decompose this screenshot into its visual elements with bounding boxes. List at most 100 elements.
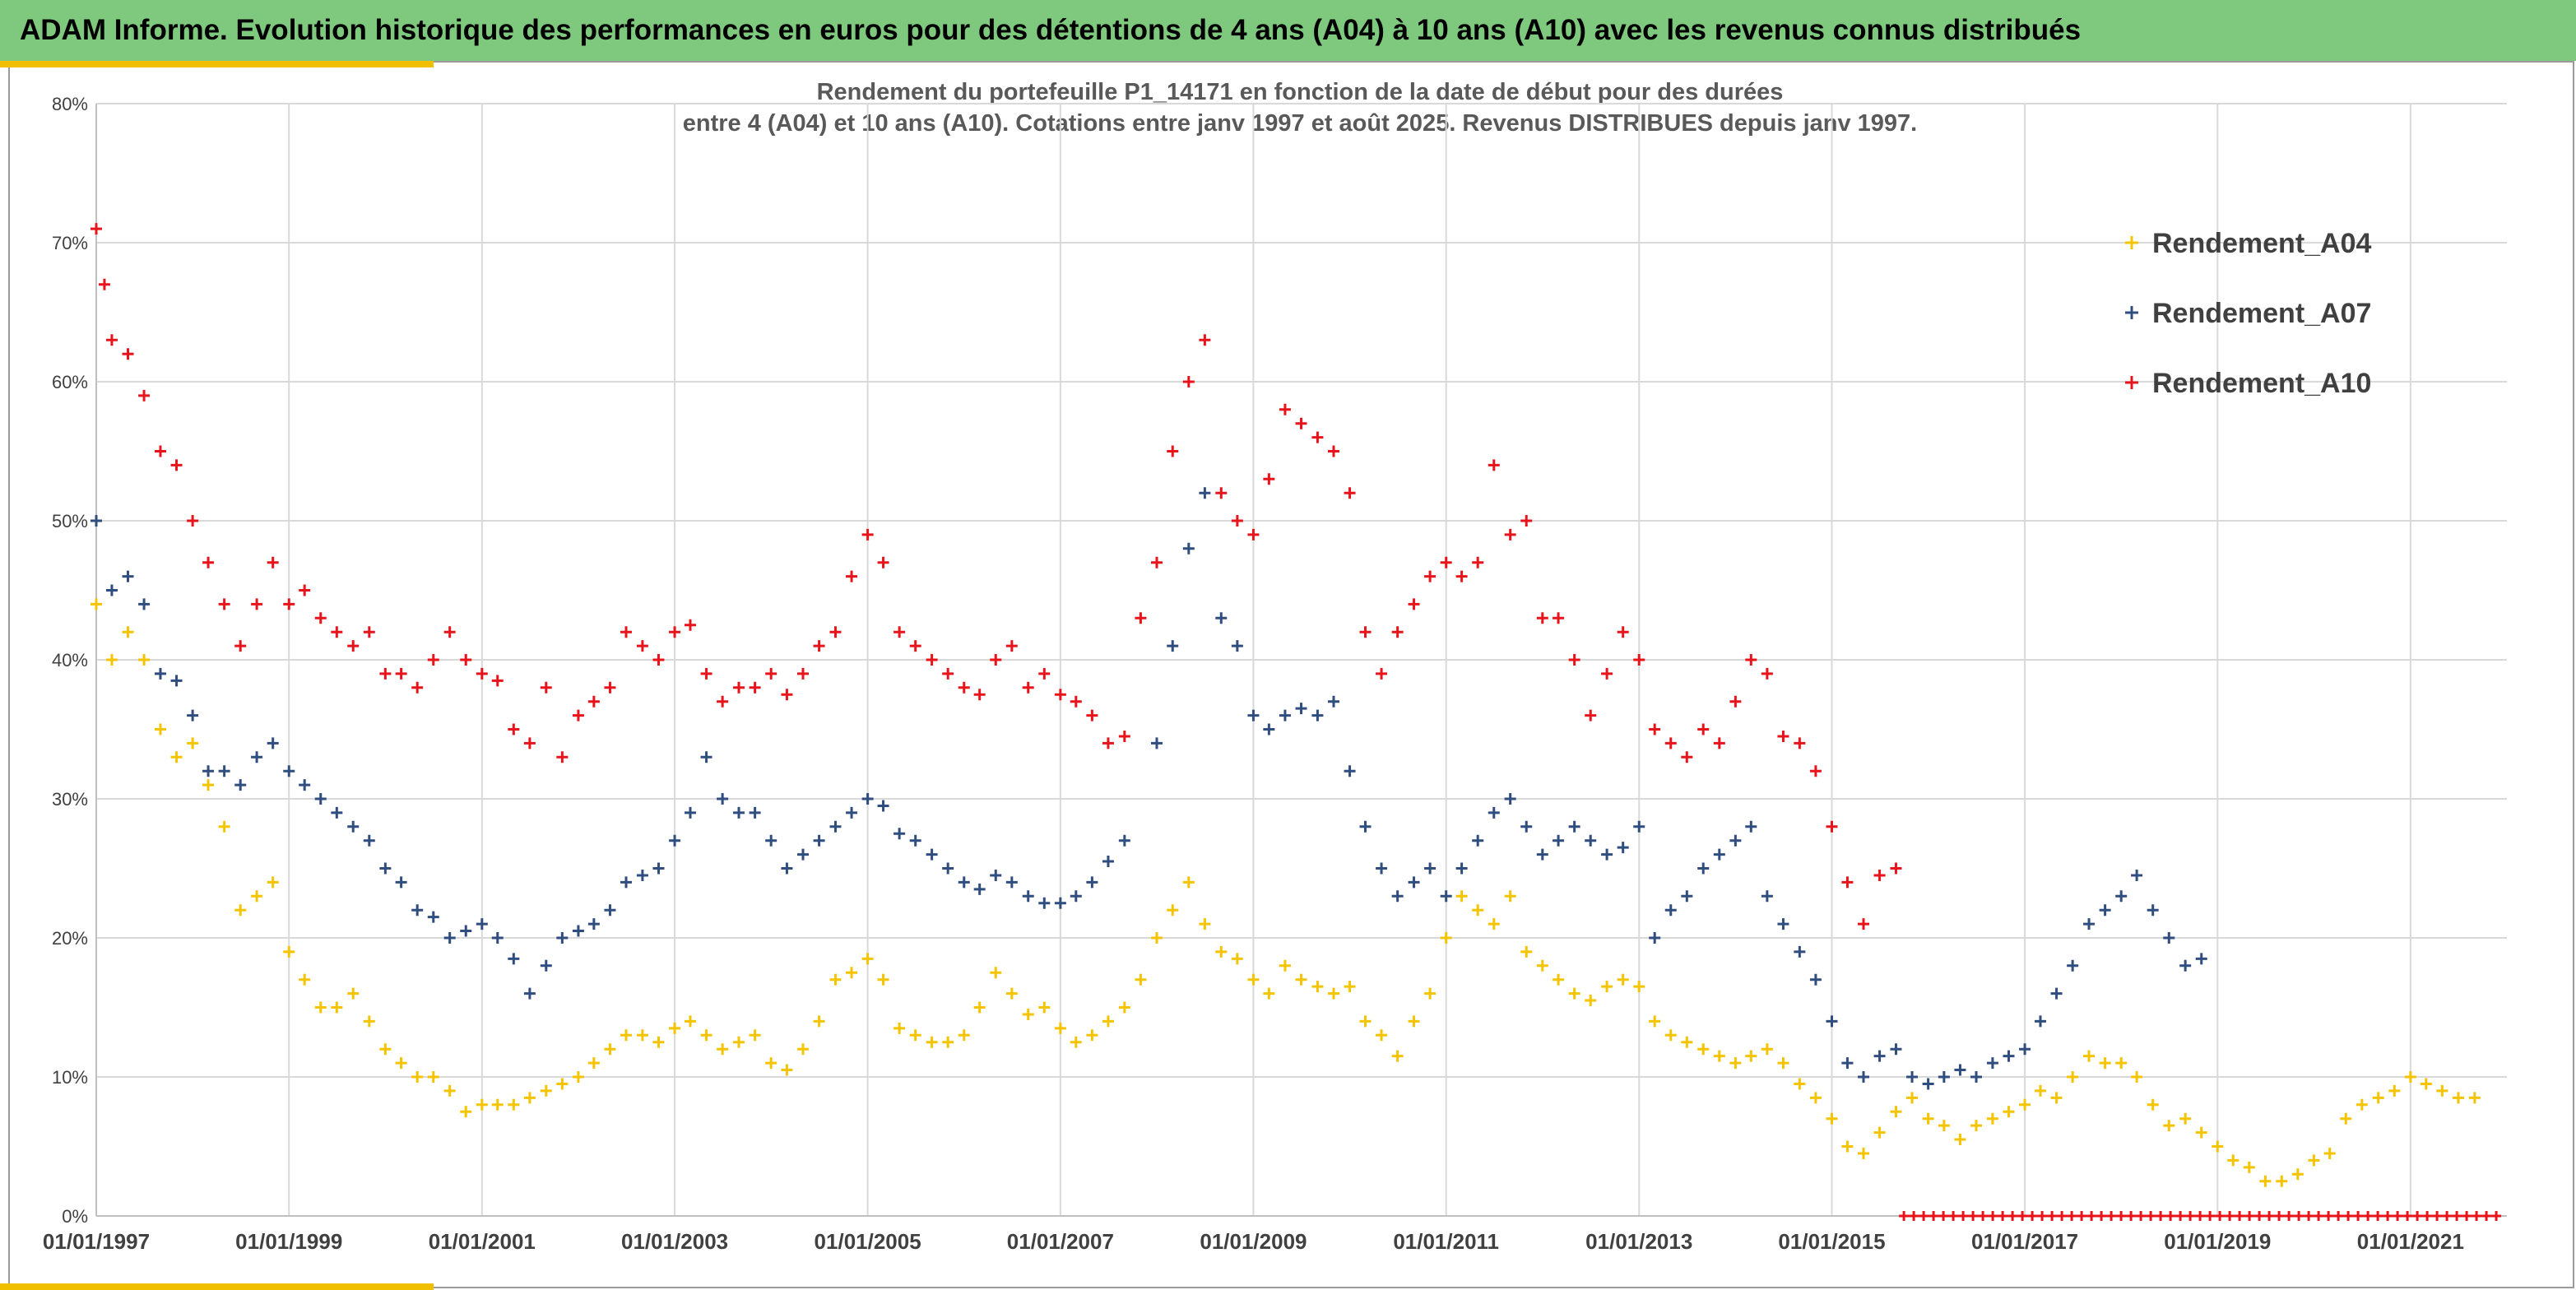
data-point — [1086, 709, 1098, 722]
baseline-point — [2086, 1211, 2097, 1221]
baseline-point — [2353, 1211, 2364, 1221]
data-point — [2291, 1168, 2304, 1181]
data-point — [1199, 334, 1211, 346]
data-point — [1263, 473, 1275, 485]
data-point — [154, 445, 166, 457]
accent-bar-top — [0, 61, 434, 67]
data-point — [2372, 1092, 2384, 1104]
data-point — [765, 667, 777, 680]
data-point — [540, 1084, 552, 1097]
data-point — [829, 820, 842, 833]
data-point — [733, 806, 745, 819]
data-point — [733, 681, 745, 694]
baseline-point — [2057, 1211, 2068, 1221]
data-point — [1520, 820, 1533, 833]
baseline-point — [1958, 1211, 1969, 1221]
data-point — [797, 848, 810, 861]
x-tick-label: 01/01/2019 — [2164, 1229, 2271, 1254]
data-point — [765, 834, 777, 847]
baseline-point — [1988, 1211, 1998, 1221]
data-point — [781, 689, 793, 701]
data-point — [1970, 1120, 1983, 1132]
baseline-point — [2126, 1211, 2137, 1221]
y-tick-label: 20% — [52, 928, 88, 949]
data-point — [669, 626, 681, 638]
data-point — [604, 904, 616, 916]
data-point — [1826, 1015, 1838, 1028]
baseline-point — [2294, 1211, 2304, 1221]
data-point — [829, 626, 842, 638]
data-point — [2035, 1015, 2046, 1028]
data-point — [572, 1071, 584, 1083]
x-tick-label: 01/01/2017 — [1971, 1229, 2078, 1254]
data-point — [1150, 737, 1163, 749]
data-point — [700, 1029, 712, 1042]
data-point — [652, 862, 665, 875]
data-point — [2212, 1140, 2224, 1153]
data-point — [1697, 723, 1710, 735]
chart-frame — [8, 61, 2574, 1288]
y-tick-label: 60% — [52, 372, 88, 392]
data-point — [1247, 709, 1260, 722]
x-tick-label: 01/01/2003 — [621, 1229, 728, 1254]
legend-item: Rendement_A07 — [2125, 298, 2371, 329]
data-point — [331, 806, 343, 819]
data-point — [909, 834, 921, 847]
data-point — [1424, 570, 1437, 582]
baseline-point — [2096, 1211, 2107, 1221]
data-point — [2163, 932, 2175, 944]
data-point — [861, 793, 874, 805]
data-point — [797, 667, 810, 680]
data-point — [460, 925, 472, 937]
data-point — [684, 1015, 696, 1028]
data-point — [1713, 848, 1725, 861]
data-point — [1070, 890, 1082, 903]
data-point — [1070, 695, 1082, 708]
data-point — [700, 751, 712, 763]
data-point — [1536, 959, 1548, 972]
baseline-point — [1909, 1211, 1919, 1221]
y-tick-label: 40% — [52, 650, 88, 671]
data-point — [1858, 918, 1869, 930]
data-point — [2019, 1098, 2031, 1111]
data-point — [1022, 890, 1034, 903]
data-point — [1359, 820, 1372, 833]
x-tick-label: 01/01/2001 — [429, 1229, 536, 1254]
data-point — [314, 793, 327, 805]
data-point — [717, 793, 729, 805]
baseline-point — [2284, 1211, 2295, 1221]
data-point — [1906, 1071, 1919, 1083]
data-point — [669, 834, 681, 847]
data-point — [2276, 1175, 2288, 1187]
x-tick-label: 01/01/2021 — [2357, 1229, 2464, 1254]
data-point — [1745, 654, 1757, 666]
baseline-point — [2363, 1211, 2374, 1221]
data-point — [154, 723, 166, 735]
data-point — [1488, 459, 1500, 471]
data-point — [411, 1071, 424, 1083]
baseline-point — [2274, 1211, 2285, 1221]
data-point — [861, 528, 874, 541]
data-point — [1568, 654, 1580, 666]
data-point — [1086, 876, 1098, 889]
data-point — [587, 695, 600, 708]
data-point — [1794, 945, 1806, 958]
data-point — [1761, 890, 1773, 903]
data-point — [1922, 1112, 1934, 1125]
y-tick-label: 50% — [52, 511, 88, 531]
data-point — [1794, 1078, 1806, 1090]
data-point — [267, 556, 279, 568]
data-point — [2452, 1092, 2464, 1104]
baseline-point — [2017, 1211, 2028, 1221]
data-point — [1455, 862, 1468, 875]
data-point — [411, 681, 424, 694]
data-point — [138, 654, 151, 666]
data-point — [1873, 1050, 1886, 1062]
baseline-point — [2047, 1211, 2058, 1221]
baseline-point — [2185, 1211, 2196, 1221]
data-point — [717, 1043, 729, 1056]
data-point — [1841, 876, 1854, 889]
baseline-point — [2323, 1211, 2334, 1221]
legend-marker — [2125, 236, 2138, 249]
